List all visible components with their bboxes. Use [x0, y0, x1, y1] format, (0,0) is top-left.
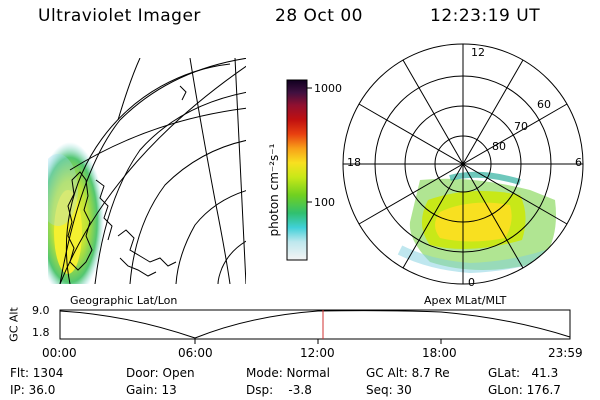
status-gain: Gain: 13: [126, 383, 177, 397]
status-glon: GLon: 176.7: [488, 383, 561, 397]
status-seq: Seq: 30: [366, 383, 412, 397]
orbit-ytick-max: 9.0: [32, 304, 50, 317]
header-title: Ultraviolet Imager: [38, 6, 201, 26]
status-door: Door: Open: [126, 366, 195, 380]
mlt-label-12: 12: [471, 46, 485, 59]
colorbar-tick-100: 100: [314, 196, 335, 209]
polar-caption: Apex MLat/MLT: [424, 294, 507, 307]
status-gcalt: GC Alt: 8.7 Re: [366, 366, 450, 380]
header-date: 28 Oct 00: [275, 6, 363, 26]
mlt-label-0: 0: [468, 276, 475, 289]
status-ip: IP: 36.0: [10, 383, 56, 397]
geographic-map: [48, 58, 246, 284]
status-flt: Flt: 1304: [10, 366, 64, 380]
orbit-xtick-0000: 00:00: [42, 346, 77, 360]
header-time: 12:23:19 UT: [430, 6, 541, 26]
lat-label-70: 70: [514, 120, 528, 133]
status-glat: GLat: 41.3: [488, 366, 559, 380]
lat-label-80: 80: [492, 140, 506, 153]
orbit-xtick-2359: 23:59: [548, 346, 583, 360]
orbit-xtick-1200: 12:00: [300, 346, 335, 360]
lat-label-60: 60: [537, 98, 551, 111]
colorbar-tick-1000: 1000: [314, 82, 342, 95]
mlt-label-18: 18: [347, 156, 361, 169]
orbit-altitude-plot: [59, 309, 571, 344]
orbit-ytick-min: 1.8: [32, 326, 50, 339]
polar-plot: [342, 43, 584, 285]
colorbar-unit-label: photon cm⁻²s⁻¹: [267, 143, 281, 237]
status-mode: Mode: Normal: [246, 366, 330, 380]
mlt-label-6: 6: [575, 156, 582, 169]
orbit-xtick-1800: 18:00: [422, 346, 457, 360]
orbit-xtick-0600: 06:00: [178, 346, 213, 360]
status-dsp: Dsp: -3.8: [246, 383, 312, 397]
geographic-caption: Geographic Lat/Lon: [70, 294, 178, 307]
orbit-ylabel: GC Alt: [7, 307, 21, 342]
colorbar: [286, 79, 312, 261]
